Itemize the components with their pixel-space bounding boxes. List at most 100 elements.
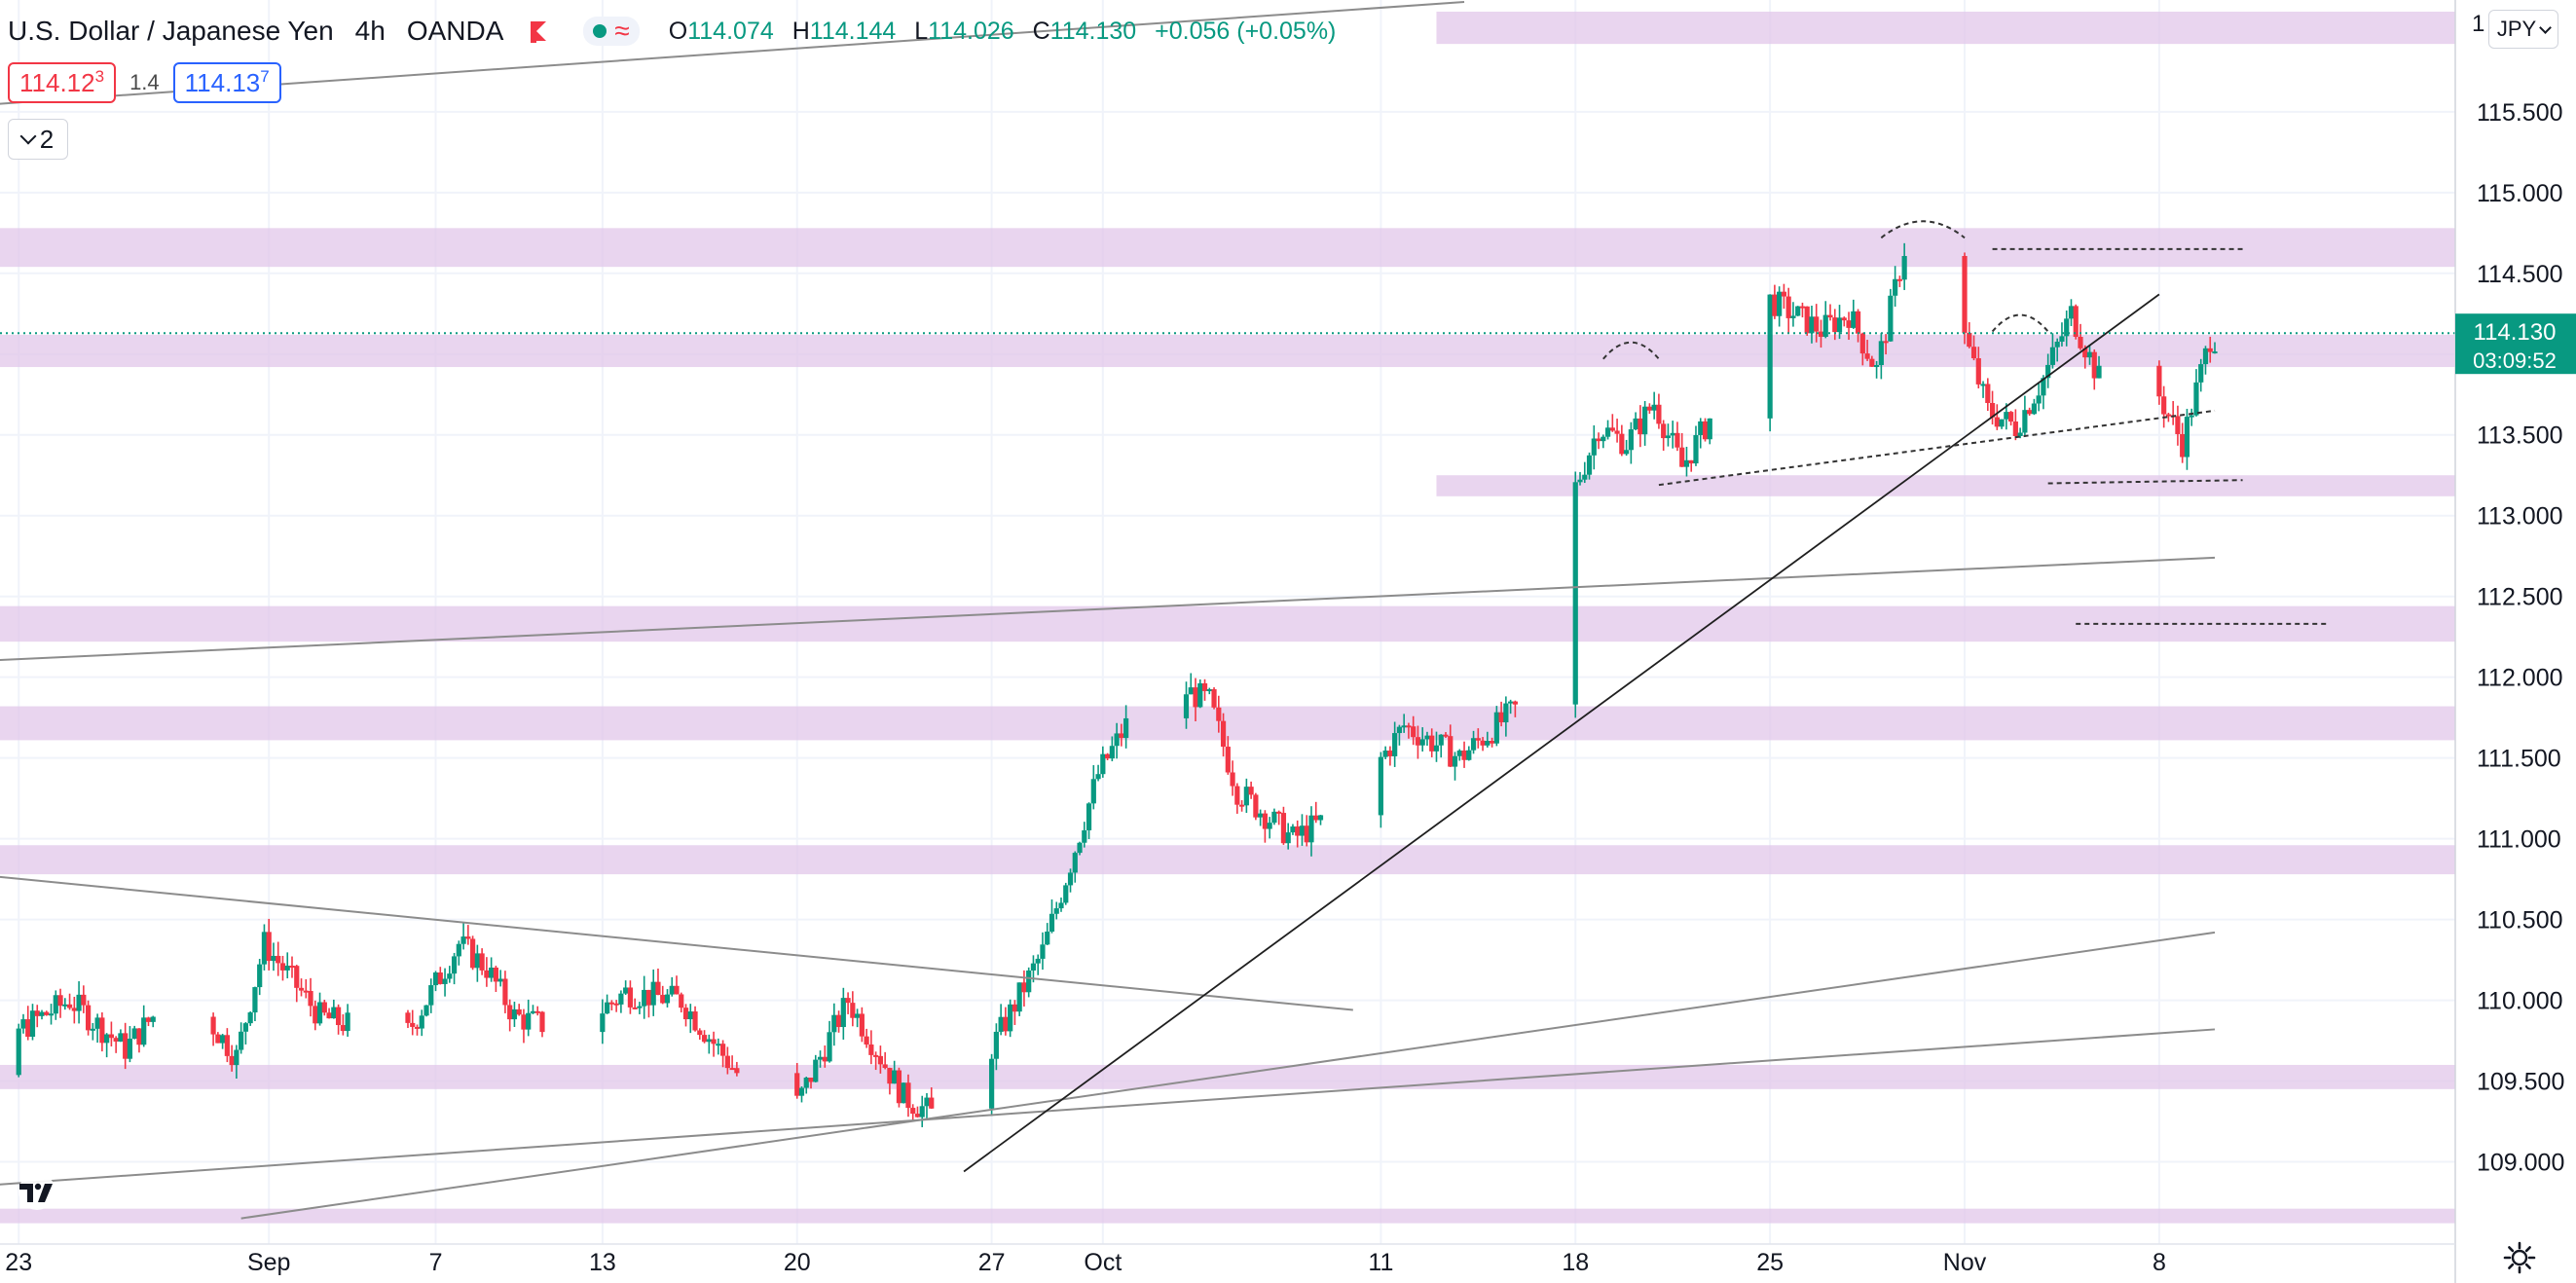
candle (1985, 378, 1991, 412)
candle (136, 1028, 142, 1053)
close-label: C (1032, 17, 1050, 45)
candle (294, 965, 300, 1003)
price-axis[interactable]: 109.000 109.500 110.000 110.500 111.000 111.5… (2472, 11, 2564, 1177)
status-pill[interactable]: ≈ (583, 17, 640, 46)
candle (1193, 678, 1198, 722)
candle (1781, 283, 1787, 310)
open-value: 114.074 (687, 17, 774, 45)
candle (1119, 723, 1124, 747)
ohlc-values: O114.074 H114.144 L114.026 C114.130 +0.0… (669, 18, 1348, 46)
candle (674, 975, 680, 995)
currency-button[interactable]: JPY (2488, 10, 2558, 49)
flag-icon[interactable] (531, 21, 552, 43)
zone-rect[interactable] (0, 228, 2455, 268)
candle (71, 996, 77, 1024)
candle (600, 999, 606, 1045)
time-tick-label: Oct (1084, 1249, 1122, 1276)
candle (1859, 332, 1865, 366)
candle (1656, 393, 1662, 429)
trend-line[interactable] (0, 867, 1353, 1011)
candle (1253, 792, 1259, 821)
candle (2198, 358, 2204, 392)
sell-button[interactable]: 114.12 3 (8, 62, 117, 103)
candle (479, 948, 485, 975)
candle (1698, 418, 1704, 449)
candle (432, 971, 439, 992)
trend-line[interactable] (240, 931, 2216, 1220)
candle (1498, 701, 1504, 727)
candle (892, 1060, 898, 1084)
candle (2091, 348, 2097, 390)
symbol-title[interactable]: U.S. Dollar / Japanese Yen (8, 16, 334, 46)
dashed-level-line[interactable] (2047, 479, 2243, 485)
candle (1406, 722, 1412, 739)
zone-rect[interactable] (0, 706, 2455, 741)
uptrend-line[interactable] (963, 293, 2160, 1173)
candle (1967, 322, 1972, 348)
tradingview-logo-icon[interactable] (12, 1173, 62, 1210)
zone-rect[interactable] (0, 1208, 2455, 1224)
candle (877, 1045, 883, 1074)
candle (410, 1009, 416, 1036)
zone-rect[interactable] (0, 1064, 2455, 1089)
zones (0, 11, 2455, 1224)
candle (623, 980, 629, 996)
plot-area[interactable] (0, 0, 2455, 1244)
candle (1461, 741, 1467, 768)
candle (507, 999, 513, 1032)
candle (104, 1033, 110, 1058)
zone-rect[interactable] (0, 605, 2455, 642)
candle (855, 1008, 861, 1028)
candle (298, 978, 305, 997)
countdown-label: 03:09:52 (2473, 348, 2557, 373)
dashed-arc[interactable] (1991, 313, 2049, 333)
candle (1392, 721, 1398, 767)
zone-rect[interactable] (1436, 11, 2455, 45)
time-tick-label: Sep (247, 1249, 290, 1276)
candle (145, 1016, 152, 1027)
candle (1220, 713, 1227, 757)
trend-line[interactable] (0, 1028, 2216, 1191)
drawings[interactable] (0, 0, 2327, 1220)
candle (502, 971, 508, 1013)
buy-price-pip: 7 (260, 67, 270, 86)
candle (484, 957, 490, 987)
candle (729, 1055, 735, 1071)
candle (437, 967, 443, 985)
candle (20, 1013, 26, 1034)
candle (1053, 901, 1059, 920)
candle (1975, 347, 1981, 388)
trend-line[interactable] (0, 0, 1465, 110)
candle (1693, 425, 1699, 466)
gear-icon[interactable] (2503, 1241, 2536, 1274)
candle (1586, 452, 1593, 480)
candle (1313, 801, 1319, 824)
candle (803, 1077, 809, 1094)
candle (2045, 353, 2051, 388)
candle (335, 1004, 342, 1035)
trend-line[interactable] (0, 556, 2216, 665)
chevron-down-icon (2539, 20, 2553, 34)
candle (1396, 724, 1403, 746)
candle (62, 998, 68, 1010)
time-tick-label: 13 (589, 1249, 616, 1276)
candle (1026, 967, 1032, 998)
price-tick-label: 110.500 (2477, 907, 2563, 935)
dashed-arc[interactable] (1880, 220, 1966, 239)
interval-label[interactable]: 4h (354, 16, 386, 46)
zone-rect[interactable] (0, 334, 2455, 368)
candle (2068, 299, 2075, 326)
collapse-indicators-button[interactable]: 2 (8, 119, 68, 160)
time-axis[interactable]: 23 Sep 7 13 20 27 Oct 11 18 25 Nov 8 (5, 1249, 2166, 1276)
buy-button[interactable]: 114.13 7 (172, 62, 281, 103)
candle (224, 1028, 230, 1063)
candle (423, 1005, 429, 1017)
dashed-level-line[interactable] (1658, 409, 2216, 487)
zone-rect[interactable] (0, 845, 2455, 875)
candle (1271, 808, 1277, 825)
price-tick-label: 115.500 (2477, 99, 2563, 127)
candle (1012, 1000, 1018, 1025)
price-tick-label: 115.000 (2477, 180, 2563, 207)
